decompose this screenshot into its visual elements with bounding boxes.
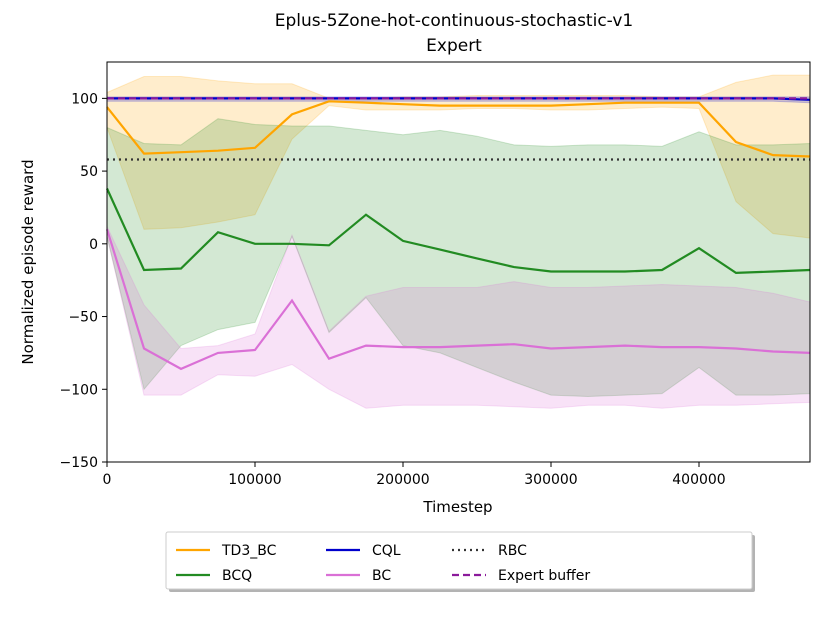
y-tick-label: 0 bbox=[89, 237, 98, 253]
series-line-bc bbox=[105, 228, 811, 371]
x-tick-label: 0 bbox=[103, 472, 112, 488]
x-tick-label: 200000 bbox=[376, 472, 429, 488]
y-tick-label: −100 bbox=[60, 382, 98, 398]
legend-label-bcq: BCQ bbox=[222, 568, 252, 584]
x-axis-label: Timestep bbox=[422, 498, 492, 516]
series-line-bcq bbox=[105, 188, 811, 275]
legend: TD3_BC BCQ CQL BC RBC Expert buffer bbox=[165, 531, 755, 592]
x-tick-label: 100000 bbox=[228, 472, 281, 488]
legend-box bbox=[165, 531, 753, 590]
chart-title: Eplus-5Zone-hot-continuous-stochastic-v1 bbox=[275, 11, 633, 31]
y-tick-label: −150 bbox=[60, 455, 98, 471]
legend-label-expert-buffer: Expert buffer bbox=[498, 568, 590, 584]
x-tick-label: 300000 bbox=[524, 472, 577, 488]
legend-label-bc: BC bbox=[372, 568, 391, 584]
plot-frame bbox=[106, 61, 811, 463]
legend-entries: TD3_BC BCQ CQL BC RBC Expert buffer bbox=[176, 543, 590, 584]
y-axis-ticks: −150 −100 −50 0 50 100 bbox=[60, 91, 107, 471]
y-tick-label: 100 bbox=[71, 91, 98, 107]
x-tick-label: 400000 bbox=[672, 472, 725, 488]
chart-subtitle: Expert bbox=[426, 36, 482, 56]
x-axis-ticks: 0 100000 200000 300000 400000 bbox=[103, 462, 726, 488]
confidence-bands bbox=[106, 74, 811, 409]
series-line-td3-bc bbox=[106, 100, 811, 158]
y-axis-label: Normalized episode reward bbox=[19, 159, 37, 364]
legend-label-rbc: RBC bbox=[498, 543, 527, 559]
legend-label-cql: CQL bbox=[372, 543, 401, 559]
y-tick-label: 50 bbox=[80, 164, 98, 180]
legend-label-td3-bc: TD3_BC bbox=[221, 543, 277, 559]
series-lines bbox=[105, 97, 811, 371]
y-tick-label: −50 bbox=[68, 310, 98, 326]
